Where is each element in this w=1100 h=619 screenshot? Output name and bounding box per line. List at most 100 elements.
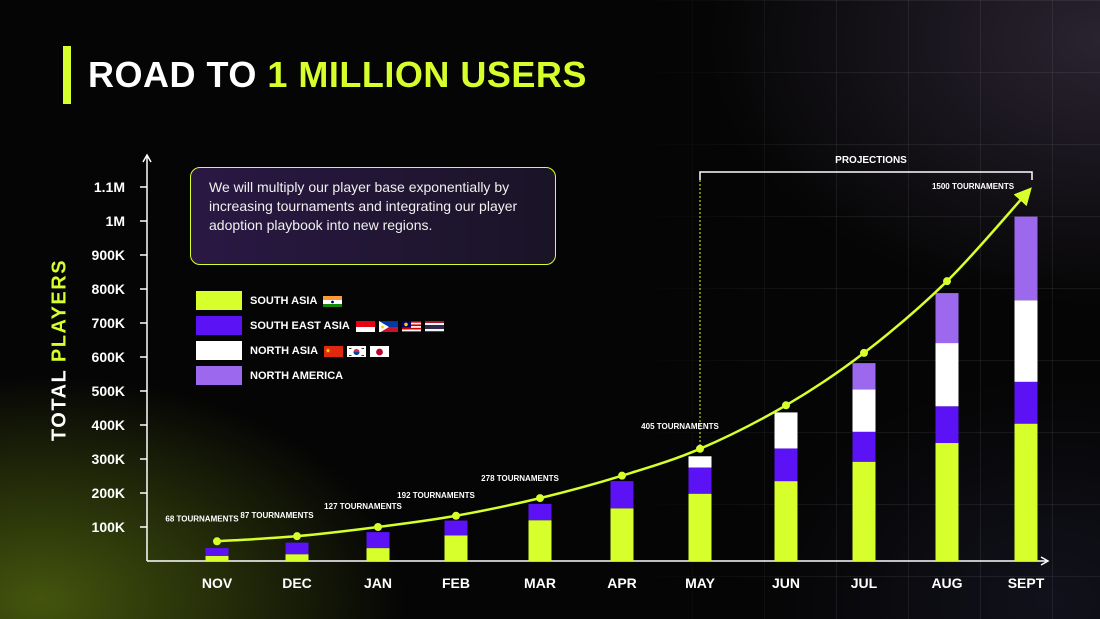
bar-segment <box>610 481 634 509</box>
bars <box>205 216 1038 561</box>
bar-segment <box>688 456 712 468</box>
india-flag <box>323 295 343 307</box>
bar-segment <box>1014 300 1038 382</box>
trend-point <box>696 444 704 453</box>
bar-segment <box>1014 423 1038 561</box>
bar-segment <box>610 508 634 561</box>
bar-segment <box>935 343 959 407</box>
tournament-label: 127 TOURNAMENTS <box>324 502 402 511</box>
x-tick-label: FEB <box>442 575 470 591</box>
bar-segment <box>366 548 390 561</box>
y-axis-arrow <box>142 153 152 163</box>
bar-segment <box>852 389 876 432</box>
y-tick-label: 900K <box>92 247 125 263</box>
legend-label: SOUTH EAST ASIA <box>250 319 350 332</box>
title-accent: 1 MILLION USERS <box>267 54 587 95</box>
x-tick-label: JUN <box>772 575 800 591</box>
trend-point <box>536 494 544 503</box>
y-tick-label: 700K <box>92 315 125 331</box>
x-tick-label: SEPT <box>1008 575 1045 591</box>
legend-item: NORTH AMERICA <box>196 363 448 388</box>
trend-point <box>293 532 301 541</box>
bar-segment <box>688 493 712 561</box>
trend-point <box>452 511 460 520</box>
bar-segment <box>366 532 390 549</box>
trend-line-path <box>216 187 1032 543</box>
trend-point <box>943 277 951 286</box>
south-korea-flag <box>347 345 367 357</box>
x-tick-label: DEC <box>282 575 312 591</box>
legend-label: SOUTH ASIA <box>250 294 318 307</box>
trend-point <box>782 401 790 410</box>
x-tick-label: JAN <box>364 575 392 591</box>
y-tick-label: 500K <box>92 383 125 399</box>
y-tick-label: 1M <box>106 213 125 229</box>
callout-text: We will multiply our player base exponen… <box>209 179 518 233</box>
y-tick-label: 1.1M <box>94 179 125 195</box>
bar-segment <box>285 554 309 561</box>
philippines-flag <box>378 320 398 332</box>
tournament-label: 87 TOURNAMENTS <box>240 511 314 520</box>
china-flag <box>324 345 344 357</box>
projections-label: PROJECTIONS <box>835 155 907 166</box>
legend-swatch <box>196 316 242 335</box>
tournament-label: 405 TOURNAMENTS <box>641 422 719 431</box>
bar-segment <box>774 481 798 561</box>
page-title: ROAD TO 1 MILLION USERS <box>88 52 587 98</box>
x-tick-label: NOV <box>202 575 233 591</box>
bar-segment <box>1014 216 1038 301</box>
labels: 68 TOURNAMENTS 87 TOURNAMENTS 127 TOURNAME… <box>165 182 1014 523</box>
legend: SOUTH ASIA SOUTH EAST ASIA NORTH ASIA NORTH… <box>196 288 448 388</box>
bar-segment <box>528 503 552 521</box>
y-tick-label: 300K <box>92 451 125 467</box>
trend-point <box>213 537 221 546</box>
bar-segment <box>444 535 468 561</box>
malaysia-flag <box>401 320 421 332</box>
tournament-label: 278 TOURNAMENTS <box>481 474 559 483</box>
bar-segment <box>935 443 959 561</box>
thailand-flag <box>424 320 444 332</box>
legend-swatch <box>196 366 242 385</box>
trend-point <box>618 471 626 480</box>
bar-segment <box>935 293 959 344</box>
tournament-label: 1500 TOURNAMENTS <box>932 182 1015 191</box>
legend-item: NORTH ASIA <box>196 338 448 363</box>
title-prefix: ROAD TO <box>88 54 268 95</box>
x-tick-label: APR <box>607 575 637 591</box>
bar-segment <box>852 461 876 561</box>
trend-line <box>213 187 1032 546</box>
projection-bracket <box>699 171 1033 180</box>
x-tick-label: MAR <box>524 575 556 591</box>
x-tick-label: MAY <box>685 575 715 591</box>
legend-item: SOUTH EAST ASIA <box>196 313 448 338</box>
bar-segment <box>935 406 959 444</box>
bar-segment <box>205 555 229 561</box>
bar-segment <box>852 363 876 390</box>
x-tick-label: JUL <box>851 575 878 591</box>
bar-segment <box>774 448 798 482</box>
bar-segment <box>444 520 468 536</box>
y-tick-label: 600K <box>92 349 125 365</box>
bar-segment <box>852 431 876 462</box>
y-tick-label: 800K <box>92 281 125 297</box>
y-tick-label: 100K <box>92 519 125 535</box>
y-tick-label: 200K <box>92 485 125 501</box>
x-axis-arrow <box>1040 556 1050 566</box>
y-tick-label: 400K <box>92 417 125 433</box>
bar-segment <box>528 520 552 561</box>
legend-item: SOUTH ASIA <box>196 288 448 313</box>
japan-flag <box>370 345 390 357</box>
bar-segment <box>205 548 229 556</box>
trend-point <box>374 523 382 531</box>
axes: 100K 200K 300K 400K 500K 600K 700K 800K 900K 1M 1.… <box>92 153 1050 591</box>
title-accent-bar <box>63 46 71 104</box>
legend-swatch <box>196 291 242 310</box>
callout-box: We will multiply our player base exponen… <box>190 167 556 265</box>
bar-segment <box>1014 381 1038 424</box>
legend-label: NORTH ASIA <box>250 344 319 357</box>
legend-swatch <box>196 341 242 360</box>
bar-segment <box>688 467 712 494</box>
x-tick-label: AUG <box>931 575 962 591</box>
trend-point <box>860 348 868 357</box>
